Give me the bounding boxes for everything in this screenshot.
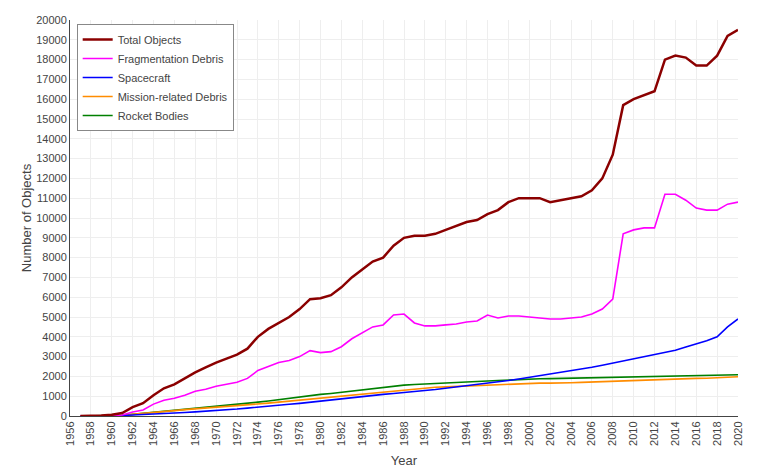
svg-text:1964: 1964 <box>147 421 159 445</box>
svg-text:2012: 2012 <box>648 421 660 445</box>
svg-text:1956: 1956 <box>64 421 76 445</box>
svg-text:1974: 1974 <box>251 421 263 445</box>
svg-text:1970: 1970 <box>210 421 222 445</box>
svg-text:1978: 1978 <box>293 421 305 445</box>
svg-text:11000: 11000 <box>37 192 67 204</box>
svg-text:14000: 14000 <box>36 133 67 145</box>
svg-text:1000: 1000 <box>42 390 66 402</box>
svg-text:Total Objects: Total Objects <box>118 34 182 46</box>
svg-text:10000: 10000 <box>36 212 67 224</box>
svg-text:0: 0 <box>61 410 67 422</box>
svg-text:2020: 2020 <box>732 421 744 445</box>
svg-text:Number of Objects: Number of Objects <box>19 163 34 272</box>
svg-text:9000: 9000 <box>42 232 66 244</box>
svg-text:15000: 15000 <box>36 113 67 125</box>
svg-text:1976: 1976 <box>272 421 284 445</box>
svg-text:1958: 1958 <box>84 421 96 445</box>
svg-text:2002: 2002 <box>544 421 556 445</box>
svg-text:20000: 20000 <box>36 14 67 26</box>
svg-text:2016: 2016 <box>690 421 702 445</box>
svg-text:1996: 1996 <box>481 421 493 445</box>
svg-text:19000: 19000 <box>36 34 67 46</box>
svg-text:3000: 3000 <box>42 350 66 362</box>
svg-text:1984: 1984 <box>356 421 368 445</box>
svg-text:2004: 2004 <box>565 421 577 445</box>
svg-text:2006: 2006 <box>585 421 597 445</box>
svg-text:1994: 1994 <box>460 421 472 445</box>
svg-text:1962: 1962 <box>126 421 138 445</box>
svg-text:2000: 2000 <box>523 421 535 445</box>
svg-text:7000: 7000 <box>42 271 66 283</box>
svg-text:4000: 4000 <box>42 331 66 343</box>
svg-text:Spacecraft: Spacecraft <box>118 72 171 84</box>
svg-text:16000: 16000 <box>36 93 67 105</box>
svg-text:1960: 1960 <box>105 421 117 445</box>
svg-text:5000: 5000 <box>42 311 66 323</box>
svg-text:2008: 2008 <box>606 421 618 445</box>
svg-text:8000: 8000 <box>42 251 66 263</box>
svg-text:2000: 2000 <box>42 370 66 382</box>
svg-text:1972: 1972 <box>231 421 243 445</box>
svg-text:1988: 1988 <box>398 421 410 445</box>
svg-text:1990: 1990 <box>418 421 430 445</box>
svg-text:1986: 1986 <box>377 421 389 445</box>
svg-text:2018: 2018 <box>711 421 723 445</box>
svg-text:17000: 17000 <box>36 73 67 85</box>
svg-text:Rocket Bodies: Rocket Bodies <box>118 110 189 122</box>
svg-text:13000: 13000 <box>36 152 67 164</box>
svg-text:1992: 1992 <box>439 421 451 445</box>
svg-text:1968: 1968 <box>189 421 201 445</box>
svg-text:6000: 6000 <box>42 291 66 303</box>
svg-text:2014: 2014 <box>669 421 681 445</box>
svg-text:1980: 1980 <box>314 421 326 445</box>
svg-text:1982: 1982 <box>335 421 347 445</box>
svg-text:1966: 1966 <box>168 421 180 445</box>
svg-text:18000: 18000 <box>36 53 67 65</box>
svg-text:Fragmentation Debris: Fragmentation Debris <box>118 53 224 65</box>
svg-text:12000: 12000 <box>36 172 67 184</box>
svg-text:2010: 2010 <box>627 421 639 445</box>
svg-text:Mission-related Debris: Mission-related Debris <box>118 91 228 103</box>
svg-text:1998: 1998 <box>502 421 514 445</box>
svg-text:Year: Year <box>391 453 418 468</box>
